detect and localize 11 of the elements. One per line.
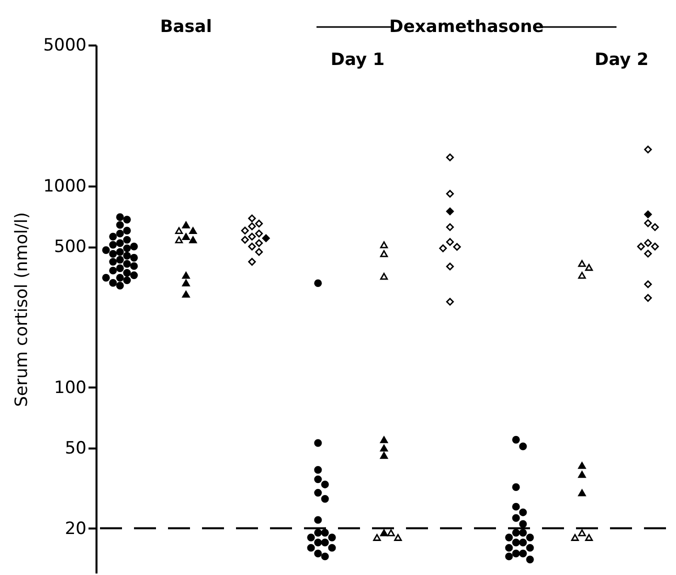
text: Basal [160, 17, 212, 37]
y-axis-title: Serum cortisol (nmol/l) [12, 212, 32, 407]
annotation: Day 2 [594, 50, 649, 70]
y-tick-label: 500 [54, 237, 86, 258]
y-tick-label: 5000 [43, 36, 86, 56]
y-tick-label: 20 [64, 518, 86, 539]
y-tick-label: 1000 [43, 176, 86, 196]
y-tick-label: 100 [54, 378, 86, 398]
text: Dexamethasone [389, 17, 544, 37]
y-tick-label: 50 [64, 438, 86, 459]
annotation: Day 1 [330, 50, 385, 70]
